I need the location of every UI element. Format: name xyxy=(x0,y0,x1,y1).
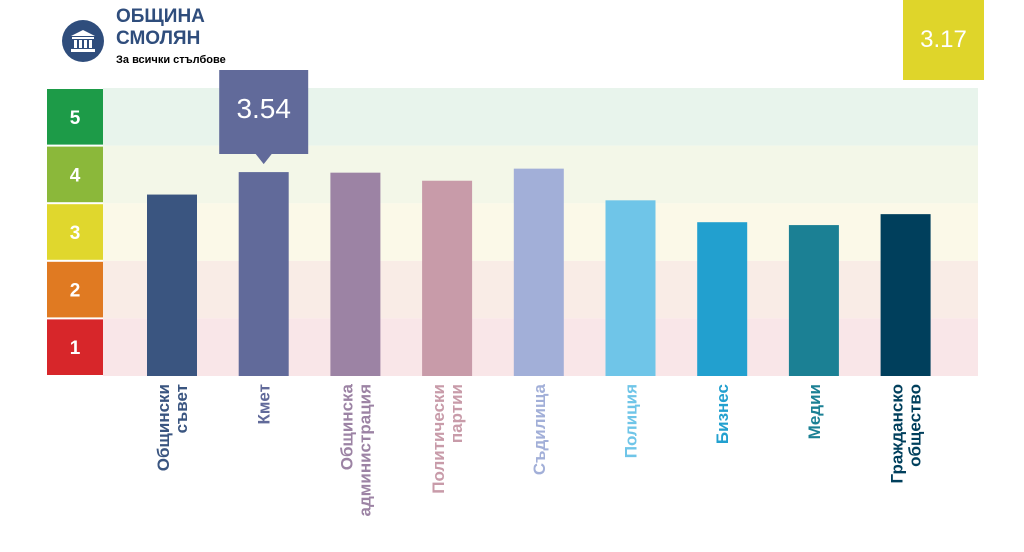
municipality-title: ОБЩИНА СМОЛЯН xyxy=(116,6,205,50)
value-callout-pointer xyxy=(255,154,272,165)
bar-4 xyxy=(422,180,473,376)
level-box-2 xyxy=(47,261,103,318)
value-callout xyxy=(219,70,309,154)
level-box-1 xyxy=(47,319,103,375)
category-label-4: Политическипартии xyxy=(429,384,466,494)
category-label-8: Медии xyxy=(805,384,824,439)
level-box-5 xyxy=(47,89,103,145)
category-label-2: Кмет xyxy=(255,384,274,425)
category-label-6: Полиция xyxy=(622,384,641,458)
bar-8 xyxy=(788,225,839,376)
level-box-3 xyxy=(47,204,103,260)
category-label-1: Общинскисъвет xyxy=(154,384,191,471)
category-label-5: Съдилища xyxy=(530,383,549,475)
category-label-7: Бизнес xyxy=(713,384,732,444)
level-label-3: 3 xyxy=(70,223,81,244)
title-line-1: ОБЩИНА xyxy=(116,6,205,27)
bar-2 xyxy=(238,172,289,376)
level-box-4 xyxy=(47,146,103,203)
building-columns-icon xyxy=(62,20,104,62)
level-label-1: 1 xyxy=(70,338,81,359)
bar-7 xyxy=(697,222,748,376)
bar-1 xyxy=(147,194,197,376)
category-label-3: Общинскаадминистрация xyxy=(337,383,374,516)
level-label-4: 4 xyxy=(70,165,81,186)
category-label-9: Гражданскообщество xyxy=(888,384,925,484)
overall-score-badge: 3.17 xyxy=(903,0,984,80)
level-label-5: 5 xyxy=(70,108,81,129)
bar-5 xyxy=(513,168,564,376)
title-line-2: СМОЛЯН xyxy=(116,28,201,49)
bar-3 xyxy=(330,172,381,376)
value-callout-label: 3.54 xyxy=(236,93,291,124)
bar-9 xyxy=(880,214,931,376)
level-label-2: 2 xyxy=(70,281,81,302)
subtitle: За всички стълбове xyxy=(116,54,226,66)
bar-6 xyxy=(605,200,656,376)
